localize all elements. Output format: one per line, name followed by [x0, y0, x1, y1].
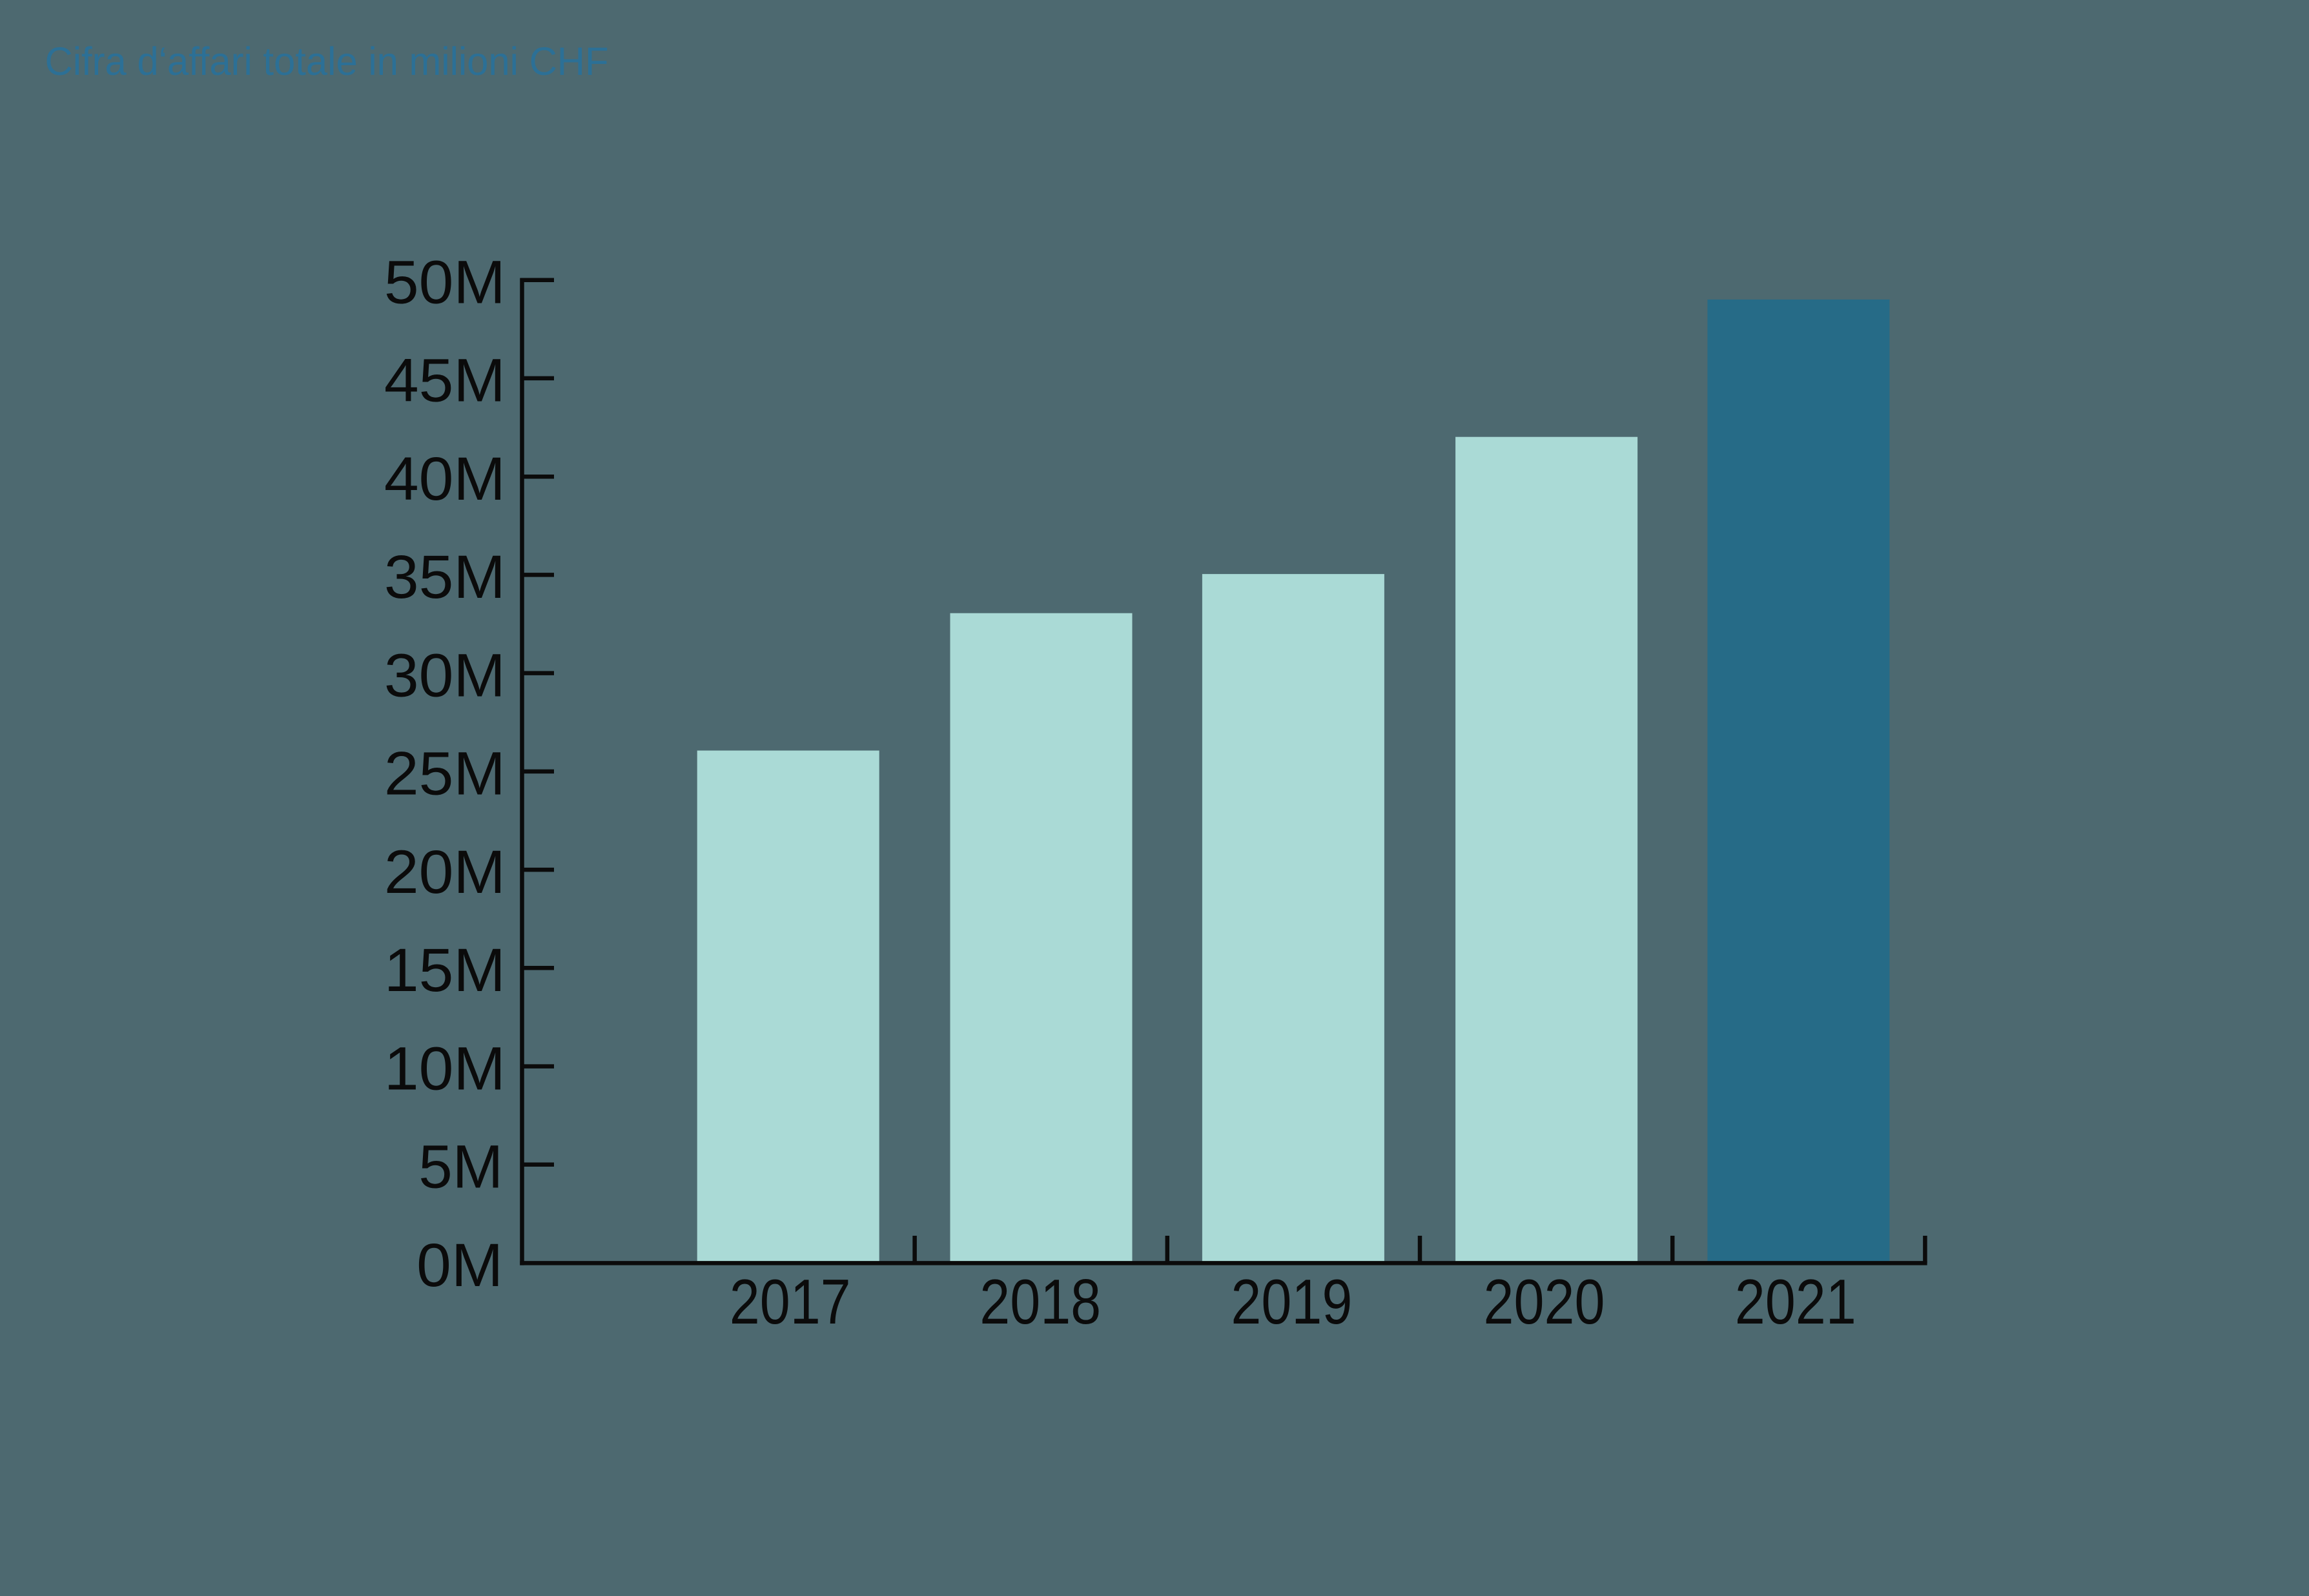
- svg-text:35M: 35M: [384, 543, 506, 611]
- svg-text:5M: 5M: [418, 1133, 503, 1202]
- svg-text:Cifra d‘affari totale in milio: Cifra d‘affari totale in milioni CHF: [45, 39, 609, 83]
- svg-text:50M: 50M: [384, 249, 506, 317]
- svg-text:0M: 0M: [416, 1231, 503, 1300]
- svg-text:15M: 15M: [384, 936, 506, 1005]
- svg-text:10M: 10M: [384, 1034, 506, 1103]
- svg-text:2018: 2018: [980, 1266, 1101, 1337]
- svg-text:20M: 20M: [384, 838, 506, 906]
- svg-text:2020: 2020: [1484, 1266, 1605, 1337]
- svg-text:25M: 25M: [384, 740, 506, 808]
- svg-text:40M: 40M: [384, 445, 506, 513]
- svg-text:30M: 30M: [384, 641, 506, 710]
- svg-text:45M: 45M: [384, 347, 506, 415]
- svg-text:2019: 2019: [1231, 1266, 1352, 1337]
- svg-text:2021: 2021: [1735, 1266, 1856, 1337]
- svg-text:2017: 2017: [730, 1266, 851, 1337]
